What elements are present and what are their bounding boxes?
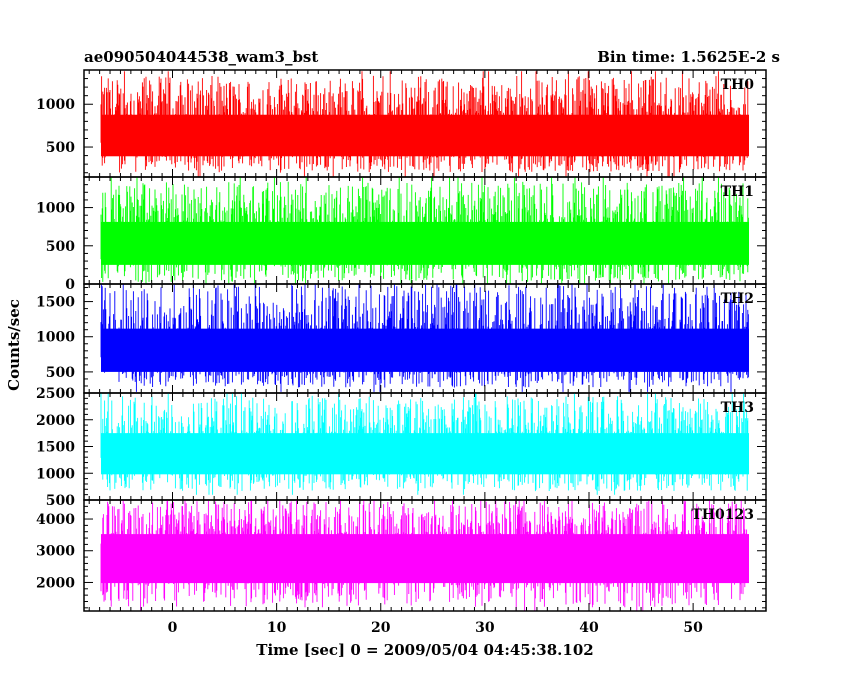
y-tick-label: 4000 xyxy=(36,512,75,528)
y-axis-title: Counts/sec xyxy=(5,299,23,391)
x-tick-label: 30 xyxy=(475,620,495,636)
series-line-th1 xyxy=(100,177,749,284)
y-tick-label: 1500 xyxy=(36,295,75,311)
y-tick-label: 1000 xyxy=(36,97,75,113)
panel-label-th0123: TH0123 xyxy=(691,507,754,523)
x-tick-label: 0 xyxy=(168,620,178,636)
y-tick-label: 500 xyxy=(46,239,75,255)
x-tick-label: 50 xyxy=(683,620,703,636)
y-tick-label: 500 xyxy=(46,140,75,156)
y-tick-label: 1500 xyxy=(36,440,75,456)
y-tick-label: 1000 xyxy=(36,466,75,482)
y-tick-label: 1000 xyxy=(36,330,75,346)
y-tick-label: 2000 xyxy=(36,575,75,591)
bin-time-label: Bin time: 1.5625E-2 s xyxy=(597,48,780,66)
y-tick-label: 3000 xyxy=(36,544,75,560)
panel-label-th1: TH1 xyxy=(721,184,754,200)
series-line-th0123 xyxy=(100,500,749,611)
series-line-th3 xyxy=(100,393,749,495)
y-tick-label: 2500 xyxy=(36,386,75,402)
y-tick-label: 2000 xyxy=(36,413,75,429)
x-tick-label: 10 xyxy=(267,620,287,636)
y-tick-label: 1000 xyxy=(36,201,75,217)
panel-frame xyxy=(83,499,767,612)
y-tick-label: 500 xyxy=(46,493,75,509)
panel-th2: 500 1000 1500 TH2 xyxy=(36,283,767,394)
chart-title: ae090504044538_wam3_bst xyxy=(84,48,318,66)
x-tick-label: 20 xyxy=(371,620,391,636)
panel-label-th0: TH0 xyxy=(721,77,755,93)
y-tick-label: 500 xyxy=(46,365,75,381)
panel-th0: 500 1000 TH0 xyxy=(36,69,767,178)
panel-th0123: 2000 3000 4000 TH0123 xyxy=(36,499,767,612)
panel-th1: 0 500 1000 TH1 xyxy=(36,176,767,293)
panel-label-th2: TH2 xyxy=(721,291,754,307)
panels-group: 500 1000 TH0 0 500 1000 TH1 500 1000 1500 TH2 500 10… xyxy=(36,69,767,612)
series-line-th2 xyxy=(100,284,749,392)
series-line-th0 xyxy=(100,71,749,177)
panel-label-th3: TH3 xyxy=(721,400,754,416)
x-axis: 0 10 20 30 40 50 xyxy=(168,620,703,636)
y-tick-label: 0 xyxy=(65,277,75,293)
x-tick-label: 40 xyxy=(579,620,599,636)
panel-th3: 500 1000 1500 2000 2500 TH3 xyxy=(36,386,767,509)
x-axis-title: Time [sec] 0 = 2009/05/04 04:45:38.102 xyxy=(256,641,593,659)
